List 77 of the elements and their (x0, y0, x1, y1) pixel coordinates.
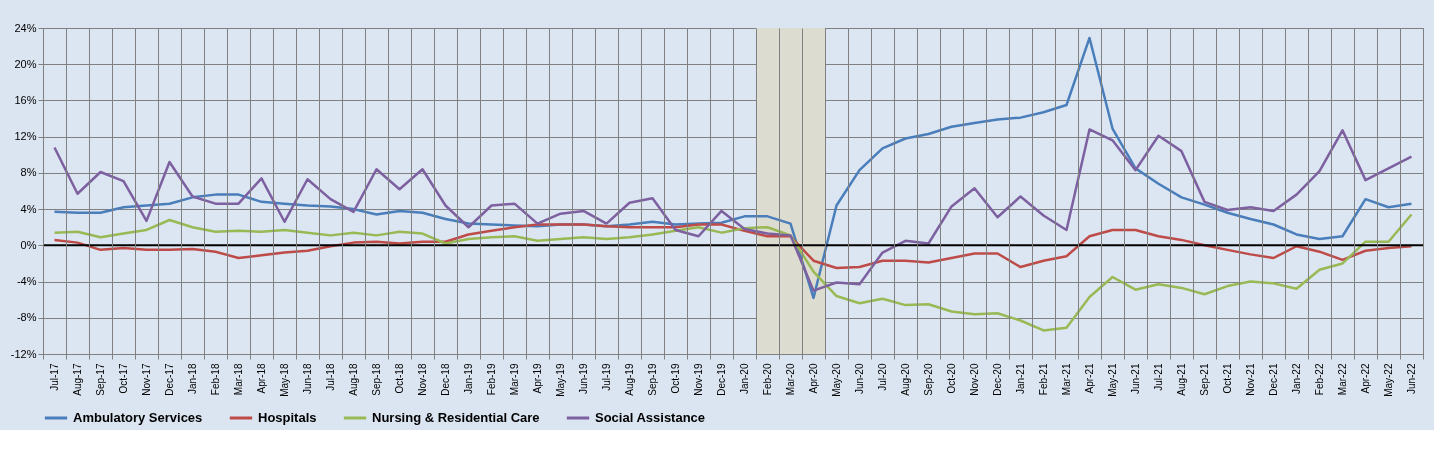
x-tick-label: Jan-21 (1015, 363, 1026, 395)
y-tick-label: 4% (20, 202, 37, 215)
x-tick-label: Apr-18 (256, 363, 267, 394)
x-tick-label: Apr-19 (532, 363, 543, 394)
y-tick-label: 20% (14, 57, 37, 70)
x-tick-label: Jan-22 (1291, 363, 1302, 395)
x-tick-label: Apr-22 (1360, 363, 1371, 394)
x-tick-label: Dec-18 (440, 363, 451, 396)
x-tick-label: Aug-20 (900, 363, 911, 396)
x-tick-label: Oct-17 (118, 363, 129, 394)
x-tick-label: Mar-22 (1337, 363, 1348, 396)
x-tick-label: Nov-20 (969, 363, 980, 396)
x-tick-label: Oct-20 (946, 363, 957, 394)
x-tick-label: Aug-19 (624, 363, 635, 396)
x-tick-label: Dec-21 (1268, 363, 1279, 396)
x-tick-label: May-21 (1107, 363, 1118, 397)
legend-label: Nursing & Residential Care (372, 410, 540, 425)
x-tick-label: Nov-19 (693, 363, 704, 396)
x-tick-label: Jul-19 (601, 363, 612, 391)
y-tick-label: -4% (16, 275, 37, 288)
x-tick-label: Feb-20 (762, 363, 773, 396)
x-tick-label: Apr-21 (1084, 363, 1095, 394)
x-tick-label: Dec-17 (164, 363, 175, 396)
x-tick-label: Feb-18 (210, 363, 221, 396)
y-tick-label: -12% (10, 347, 37, 360)
x-tick-label: Apr-20 (808, 363, 819, 394)
legend-label: Social Assistance (595, 410, 706, 425)
y-tick-label: -8% (16, 311, 37, 324)
x-tick-label: Jun-21 (1130, 363, 1141, 395)
x-tick-label: Aug-18 (348, 363, 359, 396)
x-tick-label: Dec-20 (992, 363, 1003, 396)
x-tick-label: Dec-19 (716, 363, 727, 396)
x-tick-label: Jun-20 (854, 363, 865, 395)
x-tick-label: Sep-18 (371, 363, 382, 396)
x-tick-label: Jan-18 (187, 363, 198, 395)
x-tick-label: Nov-18 (417, 363, 428, 396)
x-tick-label: Oct-19 (670, 363, 681, 394)
x-tick-label: Sep-19 (647, 363, 658, 396)
x-tick-label: Jan-19 (463, 363, 474, 395)
x-tick-label: Sep-21 (1199, 363, 1210, 396)
x-tick-label: Jul-21 (1153, 363, 1164, 391)
x-tick-label: May-22 (1383, 363, 1394, 397)
x-tick-label: Feb-19 (486, 363, 497, 396)
x-tick-label: Mar-19 (509, 363, 520, 396)
x-tick-label: May-19 (555, 363, 566, 397)
y-tick-label: 0% (20, 238, 37, 251)
x-tick-label: Aug-17 (72, 363, 83, 396)
y-tick-label: 24% (14, 21, 37, 34)
line-series (53, 223, 1413, 270)
x-tick-label: Jun-22 (1406, 363, 1417, 395)
y-tick-label: 16% (14, 93, 37, 106)
x-tick-label: May-20 (831, 363, 842, 397)
x-tick-label: Jan-20 (739, 363, 750, 395)
line-series (53, 128, 1413, 292)
x-tick-label: Oct-18 (394, 363, 405, 394)
x-tick-label: Nov-17 (141, 363, 152, 396)
x-tick-label: Mar-18 (233, 363, 244, 396)
line-series (53, 213, 1413, 332)
legend-label: Ambulatory Services (73, 410, 203, 425)
legend-label: Hospitals (258, 410, 317, 425)
y-tick-label: 12% (14, 130, 37, 143)
y-tick-label: 8% (20, 166, 37, 179)
x-tick-label: Sep-17 (95, 363, 106, 396)
x-tick-label: Jul-17 (49, 363, 60, 391)
x-tick-label: Mar-20 (785, 363, 796, 396)
x-tick-label: Sep-20 (923, 363, 934, 396)
x-tick-label: Feb-21 (1038, 363, 1049, 396)
x-tick-label: Mar-21 (1061, 363, 1072, 396)
x-tick-label: Jun-19 (578, 363, 589, 395)
x-tick-label: Aug-21 (1176, 363, 1187, 396)
x-tick-label: Nov-21 (1245, 363, 1256, 396)
x-tick-label: Oct-21 (1222, 363, 1233, 394)
x-tick-label: Jul-20 (877, 363, 888, 391)
x-tick-label: Feb-22 (1314, 363, 1325, 396)
x-tick-label: Jul-18 (325, 363, 336, 391)
x-tick-label: Jun-18 (302, 363, 313, 395)
x-tick-label: May-18 (279, 363, 290, 397)
